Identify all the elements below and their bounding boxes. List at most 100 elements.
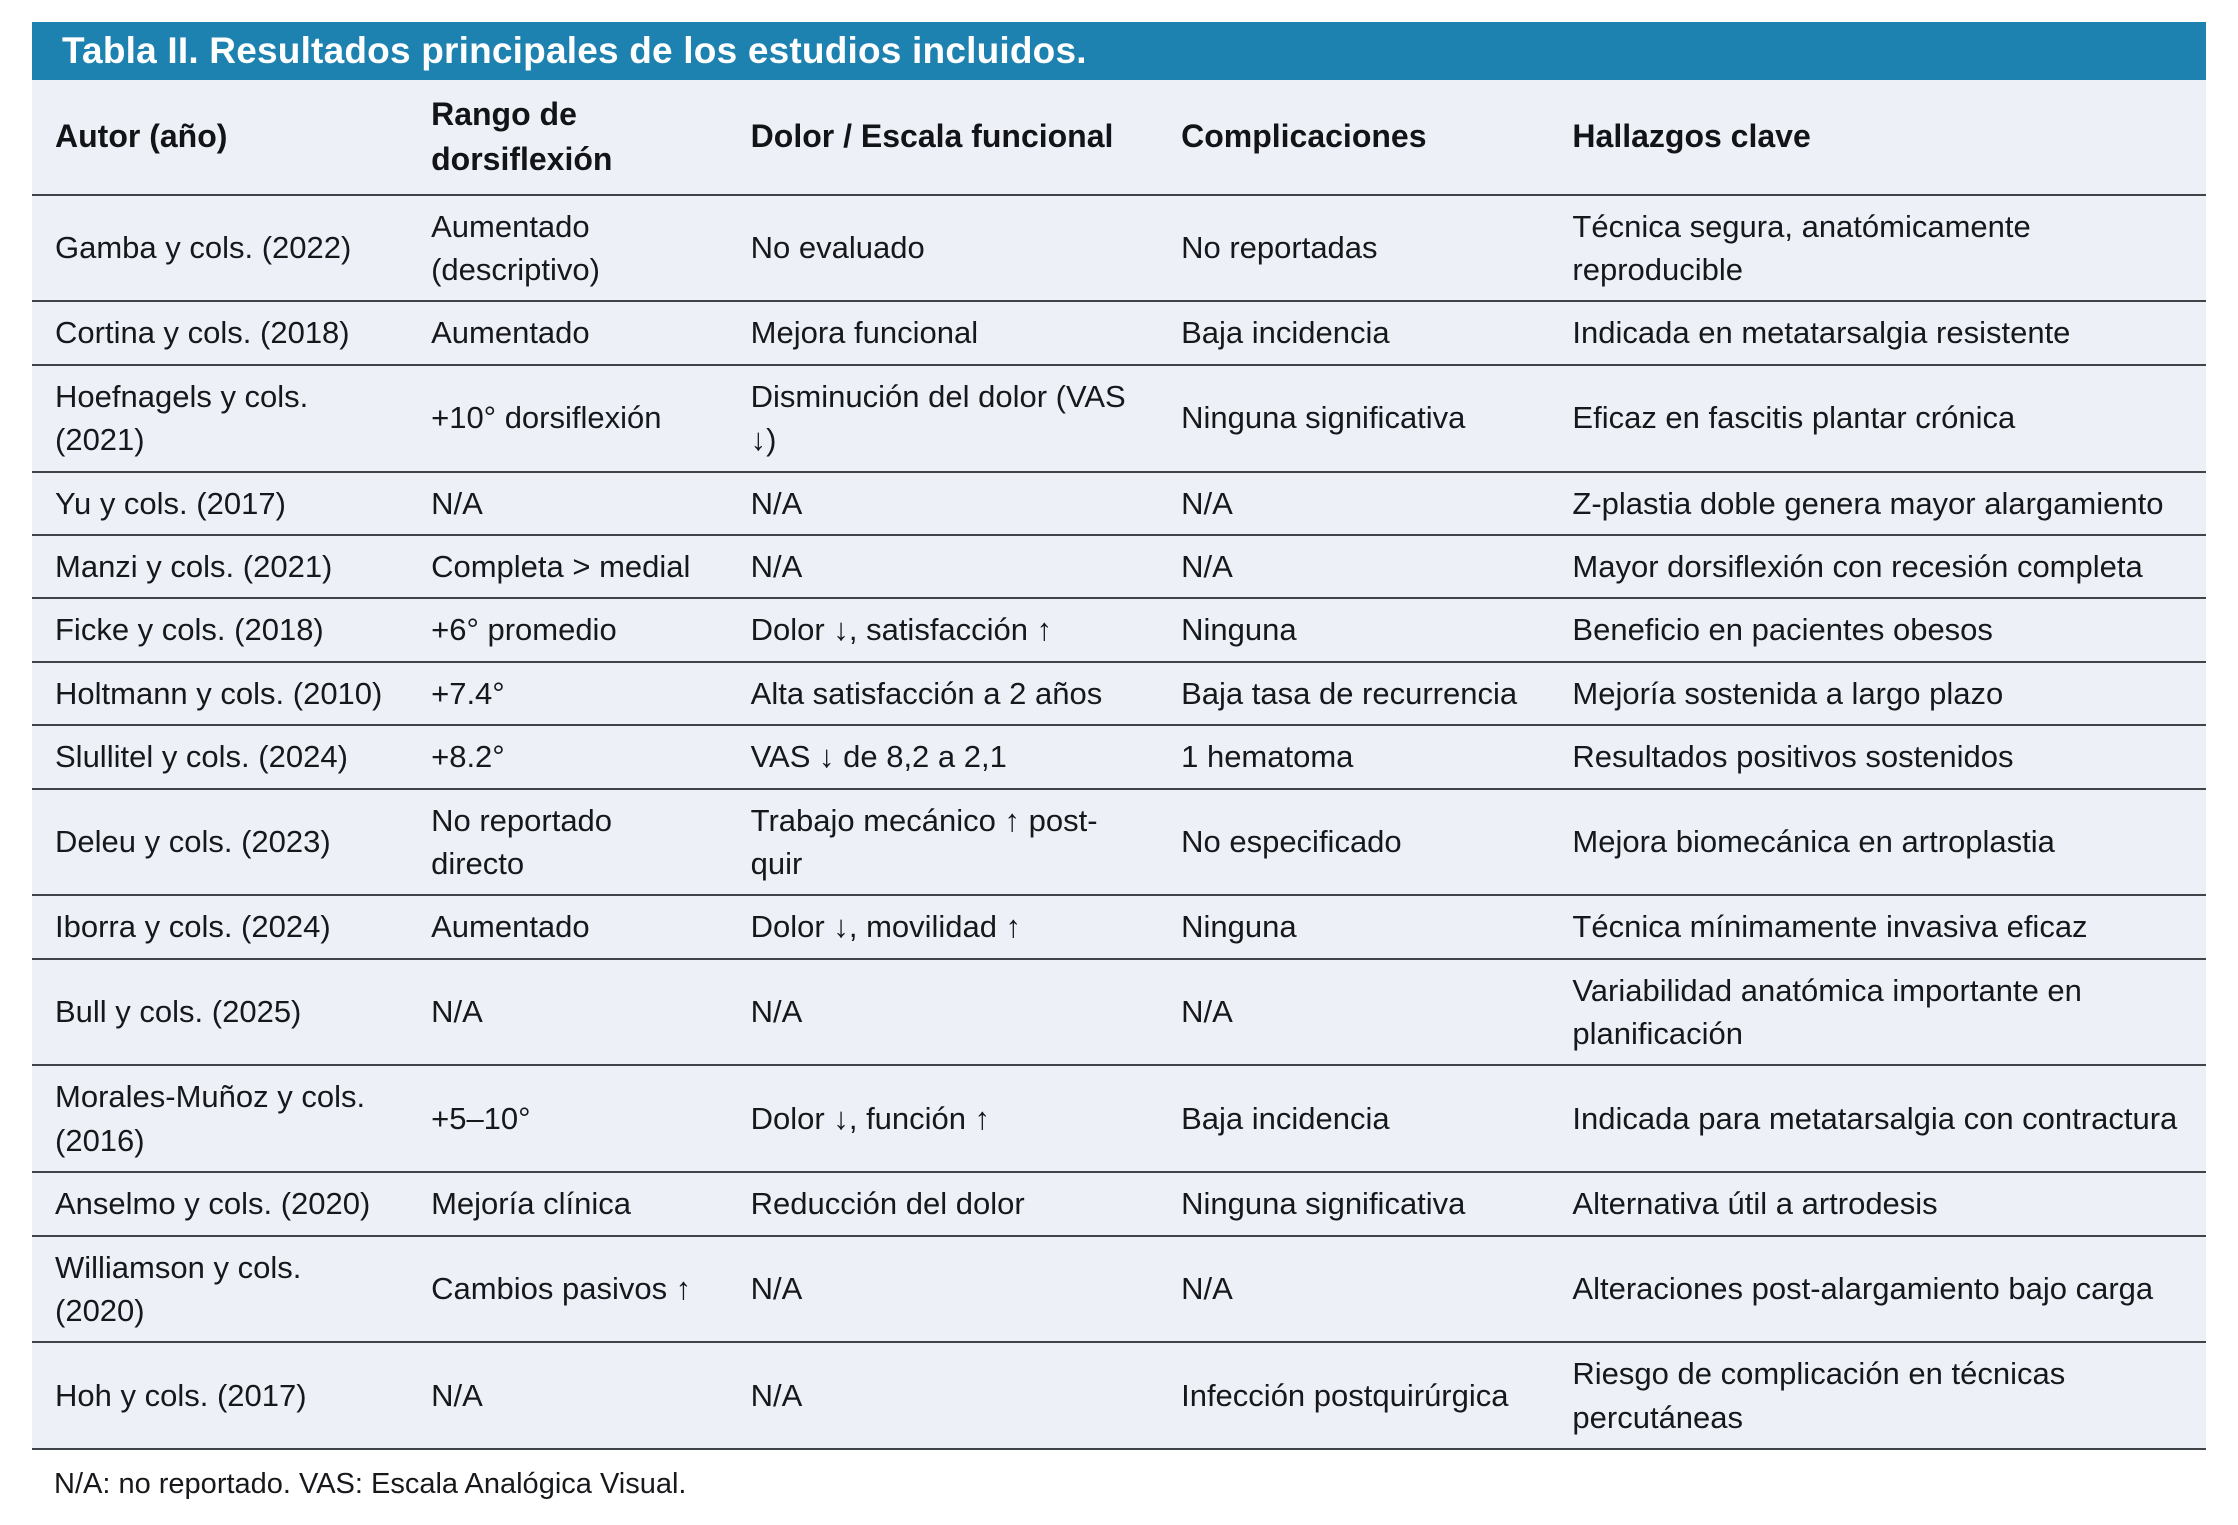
table-cell-complications: Infección postquirúrgica [1158,1341,1550,1450]
table-cell-key-findings: Alternativa útil a artrodesis [1549,1171,2206,1236]
table-cell-complications: N/A [1158,470,1550,535]
table-cell-pain-functional-scale: N/A [727,1234,1159,1343]
table-cell-author: Manzi y cols. (2021) [32,533,409,599]
table-cell-key-findings: Eficaz en fascitis plantar crónica [1549,363,2206,472]
table-cell-pain-functional-scale: Dolor ↓, movilidad ↑ [727,894,1159,959]
table-row: Cortina y cols. (2018) Aumentado Mejora fu… [32,300,2206,365]
table-cell-author: Hoh y cols. (2017) [32,1341,409,1450]
table-cell-pain-functional-scale: Alta satisfacción a 2 años [727,660,1159,726]
table-cell-complications: No especificado [1158,787,1550,896]
table-cell-dorsiflexion-range: Aumentado [408,300,728,365]
table-cell-dorsiflexion-range: N/A [408,470,728,535]
table-cell-dorsiflexion-range: N/A [408,957,728,1066]
table-cell-key-findings: Indicada para metatarsalgia con contract… [1549,1064,2206,1173]
table-cell-dorsiflexion-range: Cambios pasivos ↑ [408,1234,728,1343]
column-header-author: Autor (año) [55,118,228,155]
table-row: Deleu y cols. (2023) No reportado directo… [32,787,2206,896]
table-cell-author: Iborra y cols. (2024) [32,894,409,959]
table-cell-key-findings: Indicada en metatarsalgia resistente [1549,300,2206,365]
table-cell-complications: N/A [1158,1234,1550,1343]
table-cell-pain-functional-scale: Reducción del dolor [727,1171,1159,1236]
table-body: Gamba y cols. (2022) Aumentado (descripti… [32,193,2206,1450]
table-cell-pain-functional-scale: N/A [727,533,1159,599]
table-cell-pain-functional-scale: N/A [727,470,1159,535]
table-cell-author: Anselmo y cols. (2020) [32,1171,409,1236]
column-header-pain-functional-scale: Dolor / Escala funcional [750,118,1114,155]
table-cell-complications: Ninguna [1158,597,1550,662]
table-cell-dorsiflexion-range: Completa > medial [408,533,728,599]
table-cell-complications: Ninguna [1158,894,1550,959]
table-cell-author: Williamson y cols. (2020) [32,1234,409,1343]
table-cell-key-findings: Alteraciones post-alargamiento bajo carg… [1549,1234,2206,1343]
table-cell-pain-functional-scale: Dolor ↓, función ↑ [727,1064,1159,1173]
table-cell-complications: N/A [1158,533,1550,599]
table-cell-complications: 1 hematoma [1158,724,1550,789]
column-header-dorsiflexion-range: Rango de dorsiflexión [431,96,613,177]
table-cell-pain-functional-scale: Mejora funcional [727,300,1159,365]
table-cell-dorsiflexion-range: +8.2° [408,724,728,789]
table-cell-author: Hoefnagels y cols. (2021) [32,363,409,472]
table-cell-author: Slullitel y cols. (2024) [32,724,409,789]
table-cell-key-findings: Mejora biomecánica en artroplastia [1549,787,2206,896]
table-cell-complications: N/A [1158,957,1550,1066]
table-cell-author: Holtmann y cols. (2010) [32,660,409,726]
table-cell-key-findings: Beneficio en pacientes obesos [1549,597,2206,662]
table-cell-complications: Baja incidencia [1158,1064,1550,1173]
table-cell-complications: Ninguna significativa [1158,363,1550,472]
table-row: Iborra y cols. (2024) Aumentado Dolor ↓, m… [32,894,2206,959]
table-cell-dorsiflexion-range: +5–10° [408,1064,728,1173]
table-cell-complications: Ninguna significativa [1158,1171,1550,1236]
table-cell-dorsiflexion-range: +6° promedio [408,597,728,662]
table-cell-author: Morales-Muñoz y cols. (2016) [32,1064,409,1173]
table-cell-pain-functional-scale: Trabajo mecánico ↑ post-quir [727,787,1159,896]
table-footnote: N/A: no reportado. VAS: Escala Analógica… [54,1468,687,1501]
table-row: Ficke y cols. (2018) +6° promedio Dolor ↓,… [32,597,2206,662]
table-cell-pain-functional-scale: N/A [727,957,1159,1066]
table-row: Morales-Muñoz y cols. (2016) +5–10° Dolor … [32,1064,2206,1173]
table-cell-author: Cortina y cols. (2018) [32,300,409,365]
table-cell-key-findings: Mejoría sostenida a largo plazo [1549,660,2206,726]
column-header-complications: Complicaciones [1181,118,1427,155]
table-cell-complications: Baja tasa de recurrencia [1158,660,1550,726]
column-header-key-findings: Hallazgos clave [1572,118,1811,155]
table-cell-dorsiflexion-range: Aumentado (descriptivo) [408,193,728,302]
table-cell-key-findings: Técnica segura, anatómicamente reproduci… [1549,193,2206,302]
table-cell-dorsiflexion-range: +7.4° [408,660,728,726]
table-cell-author: Yu y cols. (2017) [32,470,409,535]
table-row: Slullitel y cols. (2024) +8.2° VAS ↓ de 8,… [32,724,2206,789]
table-cell-dorsiflexion-range: +10° dorsiflexión [408,363,728,472]
table-row: Anselmo y cols. (2020) Mejoría clínica Red… [32,1171,2206,1236]
table-title: Tabla II. Resultados principales de los … [62,30,1087,71]
table-cell-dorsiflexion-range: Mejoría clínica [408,1171,728,1236]
table-cell-dorsiflexion-range: N/A [408,1341,728,1450]
table-container: Tabla II. Resultados principales de los … [32,22,2206,1451]
table-cell-key-findings: Técnica mínimamente invasiva eficaz [1549,894,2206,959]
table-row: Yu y cols. (2017) N/A N/A N/A Z-plastia dobl… [32,470,2206,535]
table-cell-pain-functional-scale: VAS ↓ de 8,2 a 2,1 [727,724,1159,789]
table-row: Bull y cols. (2025) N/A N/A N/A Variabilidad… [32,957,2206,1066]
table-cell-complications: Baja incidencia [1158,300,1550,365]
table-header-row: Autor (año) Rango de dorsiflexión Dolor … [32,80,2206,195]
table-title-bar: Tabla II. Resultados principales de los … [32,22,2206,80]
table-cell-author: Gamba y cols. (2022) [32,193,409,302]
table-cell-key-findings: Mayor dorsiflexión con recesión completa [1549,533,2206,599]
table-cell-dorsiflexion-range: No reportado directo [408,787,728,896]
table-row: Holtmann y cols. (2010) +7.4° Alta satisfa… [32,660,2206,726]
table-cell-author: Bull y cols. (2025) [32,957,409,1066]
table-cell-key-findings: Resultados positivos sostenidos [1549,724,2206,789]
table-row: Gamba y cols. (2022) Aumentado (descripti… [32,193,2206,302]
table-row: Manzi y cols. (2021) Completa > medial N/A… [32,533,2206,599]
table-cell-author: Deleu y cols. (2023) [32,787,409,896]
table-cell-pain-functional-scale: No evaluado [727,193,1159,302]
table-cell-pain-functional-scale: N/A [727,1341,1159,1450]
table-cell-dorsiflexion-range: Aumentado [408,894,728,959]
table-row: Williamson y cols. (2020) Cambios pasivos… [32,1234,2206,1343]
results-table: Autor (año) Rango de dorsiflexión Dolor … [32,80,2206,1451]
table-cell-pain-functional-scale: Dolor ↓, satisfacción ↑ [727,597,1159,662]
table-cell-complications: No reportadas [1158,193,1550,302]
table-cell-author: Ficke y cols. (2018) [32,597,409,662]
table-cell-key-findings: Variabilidad anatómica importante en pla… [1549,957,2206,1066]
table-cell-key-findings: Riesgo de complicación en técnicas percu… [1549,1341,2206,1450]
table-row: Hoefnagels y cols. (2021) +10° dorsiflexi… [32,363,2206,472]
